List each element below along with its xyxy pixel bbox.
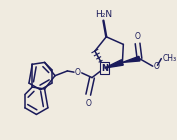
Polygon shape	[122, 56, 140, 62]
Text: CH₃: CH₃	[162, 54, 176, 63]
Text: N: N	[101, 64, 108, 73]
Text: O: O	[154, 62, 160, 71]
Text: O: O	[75, 68, 81, 77]
Text: O: O	[85, 99, 91, 108]
Polygon shape	[104, 60, 123, 68]
Text: H₂N: H₂N	[95, 10, 112, 19]
Text: O: O	[135, 32, 141, 41]
